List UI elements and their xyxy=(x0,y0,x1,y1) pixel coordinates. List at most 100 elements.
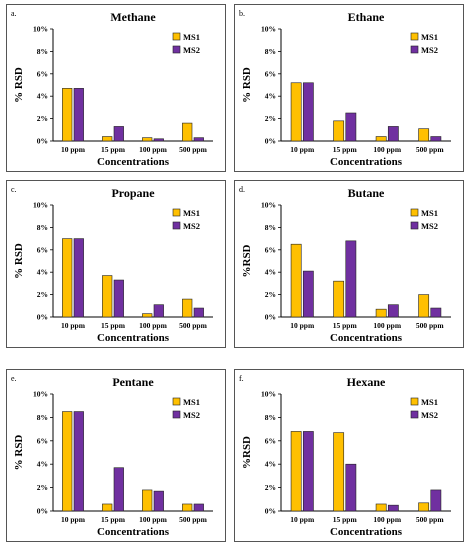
y-axis-label: % RSD xyxy=(241,67,253,103)
y-tick-label: 2% xyxy=(37,483,48,492)
x-tick-label: 100 ppm xyxy=(373,515,401,524)
bar-ms1-100-ppm xyxy=(375,136,387,142)
bar-ms2-10-ppm xyxy=(73,238,84,318)
chart-svg-pentane: e. Pentane 0% 2% 4% 6% 8% 10% 10 ppm 15 ppm 100 pp… xyxy=(11,374,213,538)
bar-ms1-500-ppm xyxy=(418,294,430,318)
y-tick-label: 10% xyxy=(261,201,276,210)
legend-label-ms2: MS2 xyxy=(183,221,200,231)
x-tick-label: 10 ppm xyxy=(290,321,315,330)
x-tick-label: 100 ppm xyxy=(373,145,401,154)
y-tick-label: 6% xyxy=(265,69,276,78)
chart-title: Pentane xyxy=(112,375,154,389)
legend-swatch-ms2 xyxy=(410,45,419,54)
chart-svg-ethane: b. Ethane 0% 2% 4% 6% 8% 10% 10 ppm 15 ppm 100 ppm… xyxy=(239,9,451,168)
y-axis-label: %RSD xyxy=(241,244,253,277)
y-tick-label: 2% xyxy=(37,290,48,299)
legend-label-ms2: MS2 xyxy=(183,410,200,420)
y-tick-label: 10% xyxy=(33,390,48,399)
panel-letter: f. xyxy=(239,374,244,383)
x-axis-label: Concentrations xyxy=(97,332,170,344)
x-tick-label: 10 ppm xyxy=(61,145,86,154)
chart-panel-methane: a. Methane 0% 2% 4% 6% 8% 10% 10 ppm 15 ppm 100 pp… xyxy=(6,4,226,172)
x-tick-label: 15 ppm xyxy=(101,321,126,330)
legend-label-ms1: MS1 xyxy=(421,397,438,407)
x-tick-label: 15 ppm xyxy=(101,515,126,524)
legend-label-ms1: MS1 xyxy=(183,397,200,407)
y-axis-label: %RSD xyxy=(241,436,253,469)
chart-svg-butane: d. Butane 0% 2% 4% 6% 8% 10% 10 ppm 15 ppm 100 ppm… xyxy=(239,185,451,344)
bar-ms2-15-ppm xyxy=(345,463,357,512)
y-tick-label: 8% xyxy=(37,47,48,56)
y-tick-label: 0% xyxy=(37,137,48,146)
y-tick-label: 0% xyxy=(265,313,276,322)
x-tick-label: 10 ppm xyxy=(61,515,86,524)
y-tick-label: 8% xyxy=(37,223,48,232)
bar-ms1-15-ppm xyxy=(102,503,113,512)
bar-ms1-15-ppm xyxy=(102,275,113,318)
bar-ms2-10-ppm xyxy=(302,431,314,512)
y-axis-label: % RSD xyxy=(13,435,25,471)
y-tick-label: 0% xyxy=(265,137,276,146)
legend-swatch-ms1 xyxy=(172,208,181,217)
legend-swatch-ms1 xyxy=(410,32,419,41)
y-tick-label: 8% xyxy=(265,413,276,422)
legend-swatch-ms2 xyxy=(410,410,419,419)
bar-ms1-15-ppm xyxy=(333,280,345,318)
y-tick-label: 2% xyxy=(265,290,276,299)
bar-ms1-10-ppm xyxy=(62,238,73,318)
legend-label-ms2: MS2 xyxy=(421,221,438,231)
legend-label-ms1: MS1 xyxy=(421,32,438,42)
bar-ms2-10-ppm xyxy=(302,270,314,318)
y-tick-label: 4% xyxy=(37,268,48,277)
x-tick-label: 100 ppm xyxy=(139,145,167,154)
bar-ms2-100-ppm xyxy=(387,504,399,512)
chart-panel-propane: c. Propane 0% 2% 4% 6% 8% 10% 10 ppm 15 ppm 100 pp… xyxy=(6,180,226,348)
y-tick-label: 8% xyxy=(265,47,276,56)
panel-letter: a. xyxy=(11,9,17,18)
bar-ms1-100-ppm xyxy=(142,313,153,318)
x-tick-label: 15 ppm xyxy=(333,145,358,154)
bar-ms2-500-ppm xyxy=(193,137,204,142)
panel-letter: c. xyxy=(11,185,17,194)
y-axis-label: % RSD xyxy=(13,243,25,279)
x-tick-label: 500 ppm xyxy=(179,321,207,330)
y-tick-label: 10% xyxy=(261,25,276,34)
y-tick-label: 10% xyxy=(33,201,48,210)
bar-ms1-100-ppm xyxy=(375,308,387,318)
chart-svg-propane: c. Propane 0% 2% 4% 6% 8% 10% 10 ppm 15 ppm 100 pp… xyxy=(11,185,213,344)
legend-label-ms1: MS1 xyxy=(183,32,200,42)
legend-swatch-ms2 xyxy=(172,221,181,230)
bar-ms1-500-ppm xyxy=(182,298,193,318)
x-tick-label: 15 ppm xyxy=(333,321,358,330)
bar-ms1-15-ppm xyxy=(333,120,345,142)
chart-title: Propane xyxy=(111,186,155,200)
y-tick-label: 6% xyxy=(37,69,48,78)
y-tick-label: 4% xyxy=(265,268,276,277)
bar-ms2-500-ppm xyxy=(430,136,442,142)
bar-ms2-500-ppm xyxy=(193,503,204,512)
x-tick-label: 500 ppm xyxy=(416,515,444,524)
bar-ms2-10-ppm xyxy=(302,82,314,142)
x-axis-label: Concentrations xyxy=(97,156,170,168)
bar-ms1-10-ppm xyxy=(290,82,302,142)
x-tick-label: 100 ppm xyxy=(139,321,167,330)
legend-swatch-ms1 xyxy=(410,208,419,217)
bar-ms2-100-ppm xyxy=(387,304,399,318)
y-tick-label: 10% xyxy=(261,390,276,399)
y-axis-label: % RSD xyxy=(13,67,25,103)
chart-panel-butane: d. Butane 0% 2% 4% 6% 8% 10% 10 ppm 15 ppm 100 ppm… xyxy=(234,180,464,348)
y-tick-label: 4% xyxy=(265,92,276,101)
x-tick-label: 500 ppm xyxy=(179,515,207,524)
bar-ms2-500-ppm xyxy=(430,489,442,512)
legend-swatch-ms1 xyxy=(172,32,181,41)
y-tick-label: 2% xyxy=(265,114,276,123)
chart-title: Butane xyxy=(348,186,385,200)
legend-swatch-ms1 xyxy=(410,397,419,406)
chart-svg-methane: a. Methane 0% 2% 4% 6% 8% 10% 10 ppm 15 ppm 100 pp… xyxy=(11,9,213,168)
bar-ms1-100-ppm xyxy=(142,137,153,142)
bar-ms1-100-ppm xyxy=(375,503,387,512)
bar-ms2-15-ppm xyxy=(113,467,124,512)
bar-ms2-15-ppm xyxy=(345,112,357,142)
bar-ms1-500-ppm xyxy=(418,128,430,142)
legend-label-ms2: MS2 xyxy=(421,45,438,55)
